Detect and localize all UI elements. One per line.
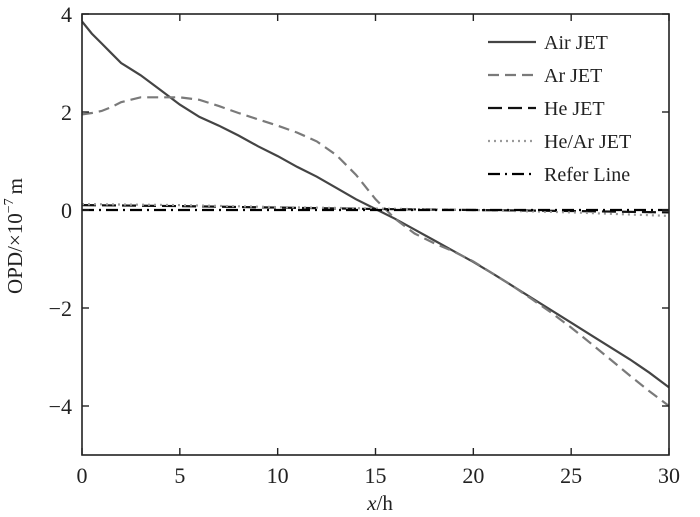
legend: Air JET Ar JET He JET He/Ar JET Refer Line	[488, 32, 631, 186]
x-tick-label: 20	[462, 463, 484, 488]
x-tick-label: 30	[658, 463, 680, 488]
x-axis-title-rest: /h	[376, 491, 393, 515]
x-tick-label: 5	[174, 463, 185, 488]
x-axis-title-italic: x	[366, 491, 377, 515]
x-tick-label: 0	[77, 463, 88, 488]
legend-label-3: He/Ar JET	[544, 131, 631, 153]
legend-label-0: Air JET	[544, 32, 608, 54]
y-tick-label: 4	[61, 2, 72, 27]
legend-label-1: Ar JET	[544, 65, 602, 87]
x-axis-title: x/h	[366, 491, 393, 515]
series-line-3	[81, 203, 670, 217]
y-tick-label: −2	[49, 296, 72, 321]
y-axis-title: OPD/×10−7 m	[2, 178, 27, 294]
legend-label-4: Refer Line	[544, 164, 630, 186]
series-line-1	[81, 96, 670, 407]
x-tick-label: 25	[560, 463, 582, 488]
y-axis-title-main: OPD/×10	[3, 213, 27, 294]
y-tick-label: 2	[61, 100, 72, 125]
y-axis-title-unit: m	[3, 178, 27, 194]
x-tick-label: 10	[267, 463, 289, 488]
y-tick-label: −4	[49, 394, 72, 419]
y-tick-label: 0	[61, 198, 72, 223]
legend-label-2: He JET	[544, 98, 605, 120]
series-line-0	[81, 20, 670, 389]
y-axis-title-exponent: −7	[2, 198, 17, 213]
x-tick-label: 15	[365, 463, 387, 488]
plot-background	[82, 14, 669, 455]
series-layer	[81, 20, 670, 407]
